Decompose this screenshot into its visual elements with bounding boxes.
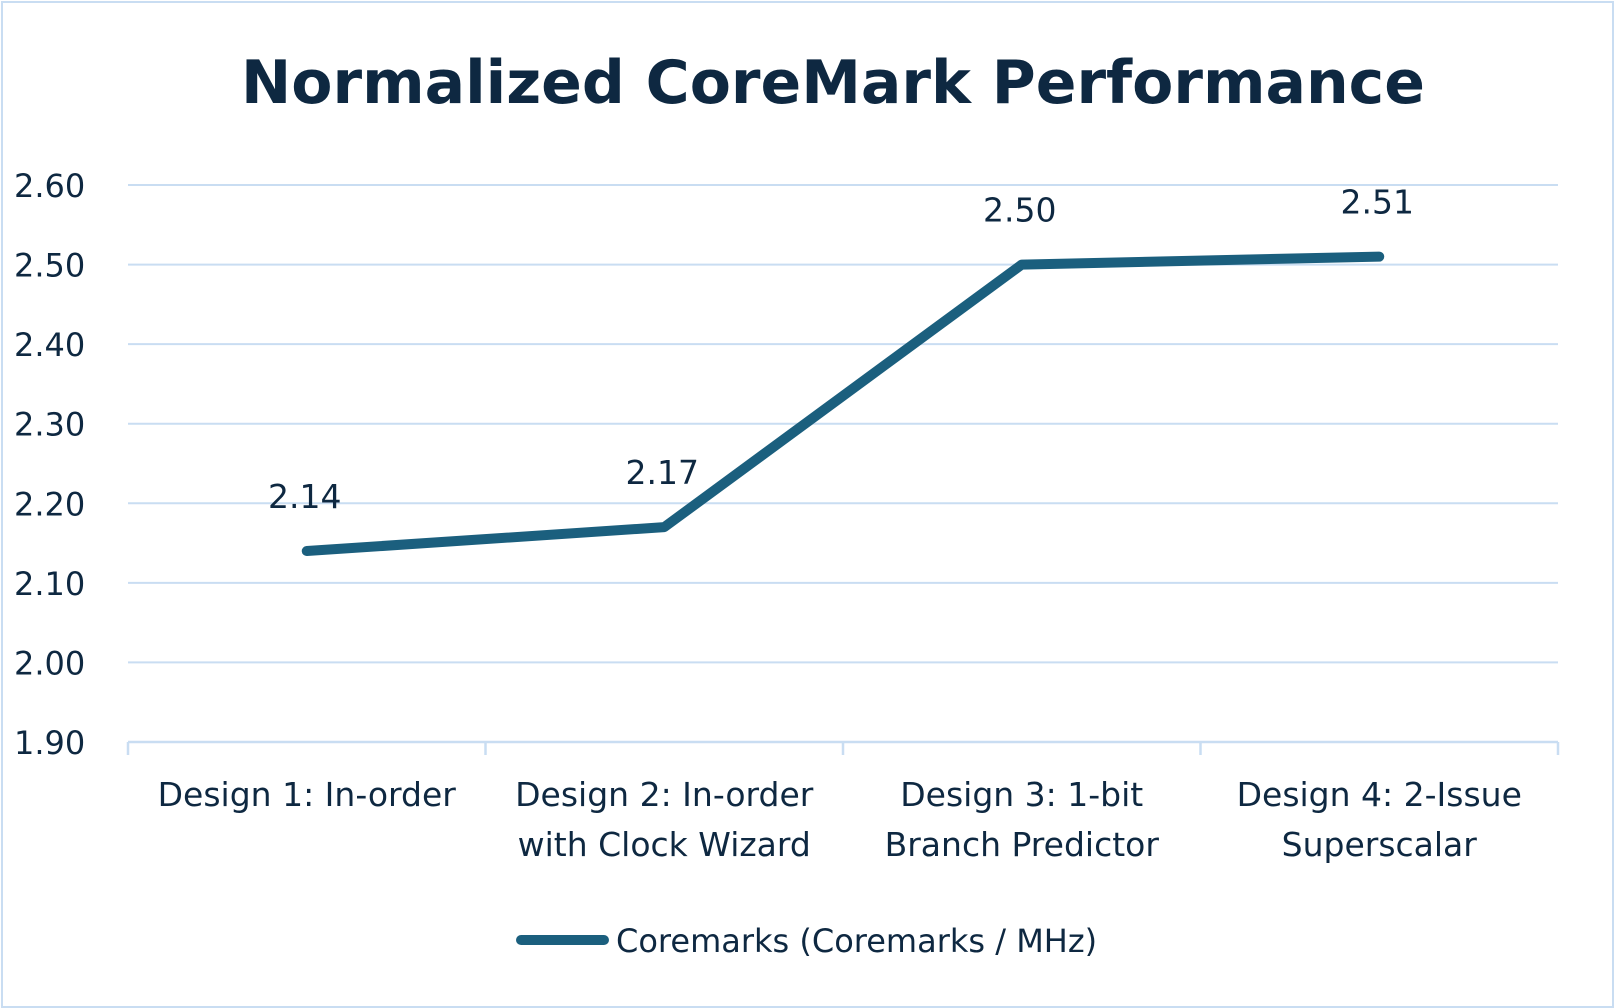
series-line — [301, 251, 1385, 557]
y-tick-label: 2.30 — [14, 406, 85, 444]
y-tick-label: 2.00 — [14, 644, 85, 682]
x-tick-label: Superscalar — [1282, 825, 1478, 864]
data-label: 2.17 — [626, 453, 699, 492]
x-tick-label: Design 3: 1-bit — [900, 775, 1143, 814]
x-tick-label: Design 4: 2-Issue — [1237, 775, 1522, 814]
x-tick-label: Design 1: In-order — [158, 775, 457, 814]
y-tick-label: 2.60 — [14, 167, 85, 205]
data-label: 2.51 — [1341, 183, 1414, 222]
data-label: 2.14 — [268, 477, 341, 516]
y-tick-label: 2.40 — [14, 326, 85, 364]
y-tick-label: 2.10 — [14, 565, 85, 603]
y-tick-label: 2.50 — [14, 247, 85, 285]
y-tick-label: 2.20 — [14, 485, 85, 523]
legend-label: Coremarks (Coremarks / MHz) — [616, 922, 1097, 960]
x-tick-label: with Clock Wizard — [518, 825, 811, 864]
data-label: 2.50 — [983, 191, 1056, 230]
y-tick-label: 1.90 — [14, 724, 85, 762]
x-tick-label: Design 2: In-order — [515, 775, 814, 814]
x-tick-label: Branch Predictor — [885, 825, 1160, 864]
chart-title: Normalized CoreMark Performance — [241, 48, 1425, 118]
